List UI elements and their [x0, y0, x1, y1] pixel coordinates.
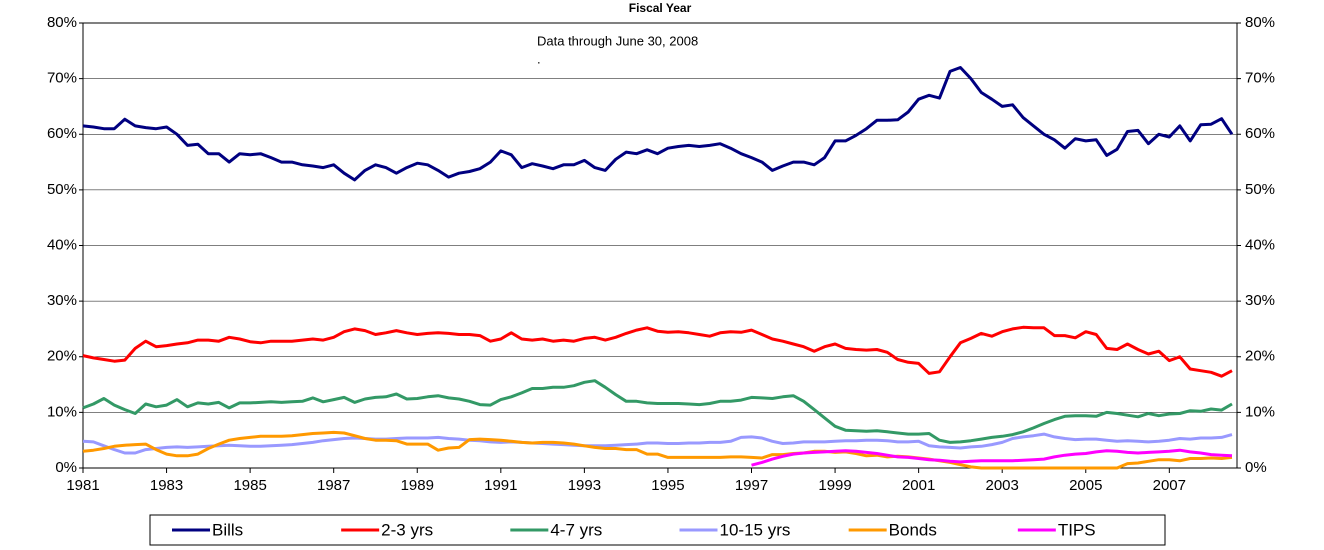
- x-tick-label: 1985: [233, 477, 266, 494]
- legend-label: 10-15 yrs: [720, 520, 791, 539]
- x-tick-label: 1981: [66, 477, 99, 494]
- y-tick-label: 70%: [47, 70, 77, 87]
- y2-tick-label: 10%: [1245, 403, 1275, 420]
- x-tick-label: 1999: [818, 477, 851, 494]
- y-tick-label: 0%: [55, 459, 77, 476]
- y-tick-label: 40%: [47, 236, 77, 253]
- x-tick-label: 1987: [317, 477, 350, 494]
- y2-tick-label: 80%: [1245, 14, 1275, 31]
- x-tick-label: 1983: [150, 477, 183, 494]
- series-line: [82, 430, 1233, 470]
- series-line: [751, 448, 1233, 467]
- x-tick-label: 1991: [484, 477, 517, 494]
- legend-label: 2-3 yrs: [381, 520, 433, 539]
- y-tick-label: 30%: [47, 292, 77, 309]
- y-tick-label: 80%: [47, 14, 77, 31]
- x-tick-label: 2005: [1069, 477, 1102, 494]
- annotation: Data through June 30, 2008: [537, 33, 698, 48]
- y2-tick-label: 40%: [1245, 236, 1275, 253]
- y2-tick-label: 0%: [1245, 459, 1267, 476]
- y2-tick-label: 60%: [1245, 125, 1275, 142]
- x-tick-label: 1997: [735, 477, 768, 494]
- chart-title: Fiscal Year: [629, 1, 692, 15]
- x-tick-label: 2007: [1153, 477, 1186, 494]
- series-line: [82, 325, 1233, 378]
- y2-tick-label: 20%: [1245, 348, 1275, 365]
- y2-tick-label: 70%: [1245, 70, 1275, 87]
- legend-box: [149, 514, 1166, 546]
- series-line: [82, 379, 1233, 444]
- y-tick-label: 50%: [47, 181, 77, 198]
- x-tick-label: 2001: [902, 477, 935, 494]
- series-line: [82, 66, 1234, 182]
- y-tick-label: 10%: [47, 403, 77, 420]
- x-tick-label: 1989: [401, 477, 434, 494]
- y2-tick-label: 30%: [1245, 292, 1275, 309]
- y2-tick-label: 50%: [1245, 181, 1275, 198]
- series-line: [82, 432, 1233, 455]
- plot-frame: [82, 22, 1238, 469]
- y-tick-label: 60%: [47, 125, 77, 142]
- y-tick-label: 20%: [47, 348, 77, 365]
- legend-label: Bills: [212, 520, 243, 539]
- legend-label: TIPS: [1058, 520, 1096, 539]
- legend-label: 4-7 yrs: [550, 520, 602, 539]
- annotation: .: [537, 51, 541, 66]
- x-tick-label: 2003: [986, 477, 1019, 494]
- legend-label: Bonds: [889, 520, 937, 539]
- x-tick-label: 1993: [568, 477, 601, 494]
- x-tick-label: 1995: [651, 477, 684, 494]
